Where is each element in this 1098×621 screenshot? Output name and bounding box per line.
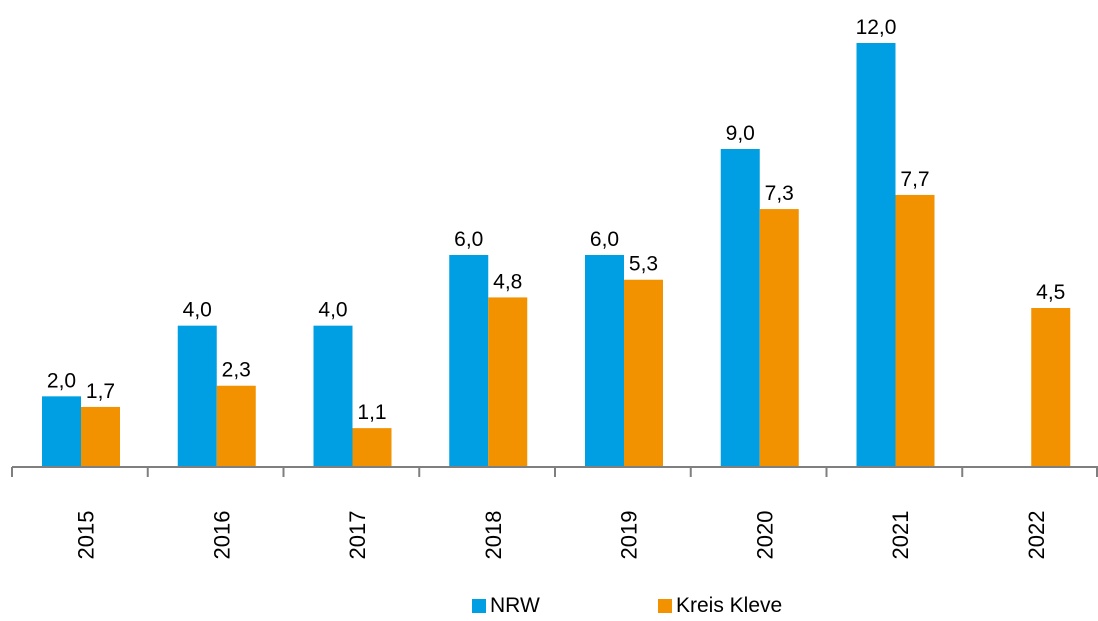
bar-nrw-2016 xyxy=(177,325,217,467)
x-tick-label-2018: 2018 xyxy=(481,511,506,560)
bar-kreis-kleve-2016 xyxy=(216,385,256,467)
legend-item-kreis-kleve: Kreis Kleve xyxy=(658,591,782,621)
data-label-nrw-2016: 4,0 xyxy=(183,299,212,322)
data-label-nrw-2018: 6,0 xyxy=(454,228,483,251)
data-label-nrw-2020: 9,0 xyxy=(726,122,755,145)
bar-nrw-2020 xyxy=(720,149,760,467)
bars-layer xyxy=(42,43,1071,468)
data-label-nrw-2017: 4,0 xyxy=(318,299,347,322)
x-tick-label-2017: 2017 xyxy=(345,511,370,560)
x-tick-label-2020: 2020 xyxy=(752,511,777,560)
x-tick-label-2022: 2022 xyxy=(1024,511,1049,560)
data-label-kreis-kleve-2015: 1,7 xyxy=(86,380,115,403)
bar-kreis-kleve-2017 xyxy=(352,428,392,467)
bar-kreis-kleve-2022 xyxy=(1031,308,1071,467)
x-tick-label-2015: 2015 xyxy=(74,511,99,560)
data-label-kreis-kleve-2016: 2,3 xyxy=(222,359,251,382)
legend-item-nrw: NRW xyxy=(472,591,540,621)
bar-kreis-kleve-2018 xyxy=(488,297,528,467)
data-labels-layer: 2,0 1,7 4,0 2,3 4,0 1,1 6,0 4,8 6,0 5,3 9,0 7,3 12,0… xyxy=(47,16,1065,424)
bar-nrw-2018 xyxy=(449,255,489,467)
legend-swatch-nrw xyxy=(472,599,486,613)
bar-nrw-2019 xyxy=(585,255,624,467)
bar-nrw-2017 xyxy=(313,325,353,467)
data-label-kreis-kleve-2022: 4,5 xyxy=(1036,281,1065,304)
legend: NRW Kreis Kleve xyxy=(0,591,1098,621)
x-tick-label-2021: 2021 xyxy=(888,511,913,560)
bar-kreis-kleve-2015 xyxy=(81,406,120,467)
data-label-nrw-2015: 2,0 xyxy=(47,369,76,392)
data-label-nrw-2021: 12,0 xyxy=(856,16,897,39)
legend-swatch-kreis-kleve xyxy=(658,599,672,613)
data-label-nrw-2019: 6,0 xyxy=(590,228,619,251)
bar-kreis-kleve-2021 xyxy=(895,194,935,467)
bar-kreis-kleve-2019 xyxy=(624,279,663,467)
x-tick-label-2016: 2016 xyxy=(209,511,234,560)
data-label-kreis-kleve-2021: 7,7 xyxy=(900,168,929,191)
legend-label-nrw: NRW xyxy=(490,594,540,617)
data-label-kreis-kleve-2017: 1,1 xyxy=(357,401,386,424)
x-axis: 2015 2016 2017 2018 2019 2020 2021 2022 xyxy=(11,466,1098,560)
data-label-kreis-kleve-2020: 7,3 xyxy=(765,182,794,205)
data-label-kreis-kleve-2018: 4,8 xyxy=(493,270,522,293)
x-tick-label-2019: 2019 xyxy=(617,511,642,560)
bar-nrw-2015 xyxy=(42,396,81,467)
data-label-kreis-kleve-2019: 5,3 xyxy=(629,253,658,276)
bar-nrw-2021 xyxy=(856,43,896,467)
legend-label-kreis-kleve: Kreis Kleve xyxy=(676,594,783,617)
bar-kreis-kleve-2020 xyxy=(759,209,799,468)
